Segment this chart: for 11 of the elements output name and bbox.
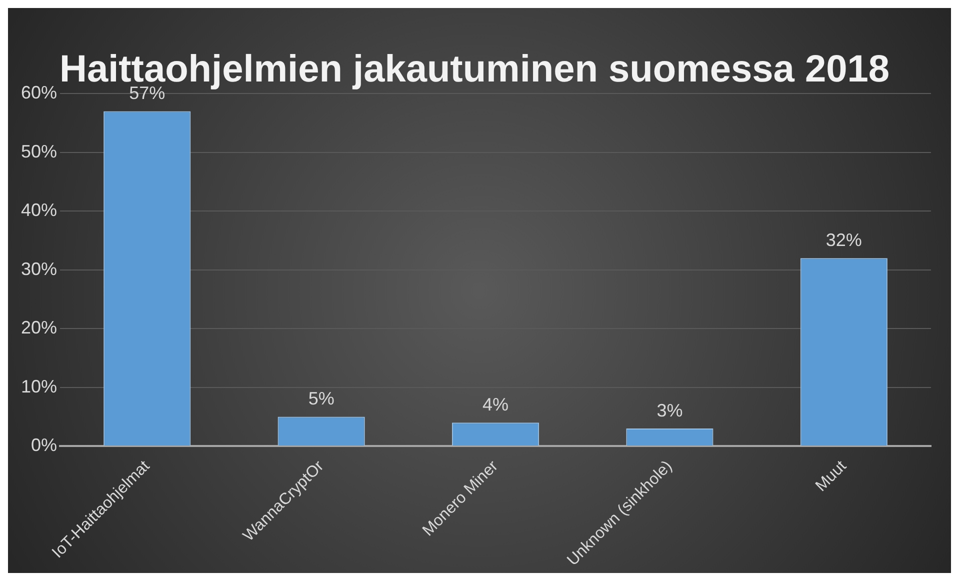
y-tick-label: 40% (20, 200, 58, 220)
y-tick-label: 50% (20, 141, 58, 162)
y-tick-label: 30% (20, 258, 58, 279)
data-label: 32% (826, 230, 862, 250)
y-tick-label: 20% (20, 318, 58, 338)
data-label: 3% (656, 400, 683, 420)
y-tick-label: 0% (31, 435, 58, 456)
y-tick-label: 60% (20, 82, 58, 103)
data-label: 5% (308, 388, 334, 409)
y-tick-label: 10% (20, 376, 58, 396)
data-label: 4% (482, 394, 509, 415)
